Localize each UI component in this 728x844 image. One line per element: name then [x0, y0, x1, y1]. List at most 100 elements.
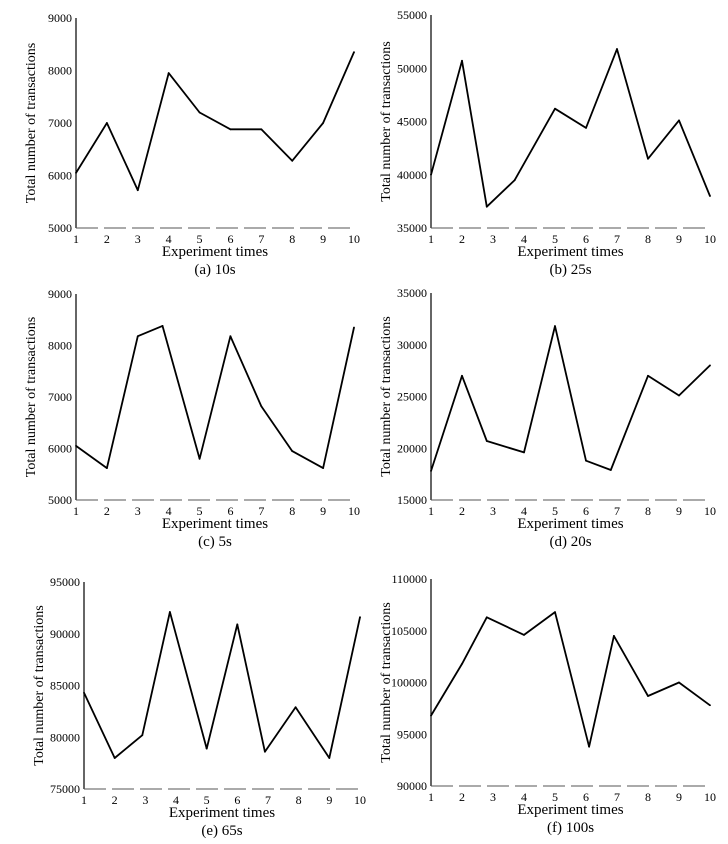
x-tick-label: 2	[459, 504, 465, 518]
y-tick-label: 15000	[397, 493, 427, 507]
data-point	[647, 157, 649, 160]
x-tick-label: 4	[166, 232, 172, 246]
x-tick-label: 8	[289, 504, 295, 518]
x-tick-label: 7	[614, 790, 620, 804]
y-tick-label: 9000	[48, 11, 72, 25]
data-point	[609, 469, 612, 471]
x-tick-label: 2	[112, 793, 118, 807]
x-tick-label: 1	[81, 793, 87, 807]
x-tick-label: 2	[459, 232, 465, 246]
data-point	[205, 747, 208, 750]
data-point	[485, 616, 488, 619]
x-tick-label: 7	[258, 232, 264, 246]
x-tick-label: 6	[583, 504, 589, 518]
data-point	[585, 126, 587, 129]
x-tick-label: 1	[428, 232, 434, 246]
x-tick-label: 7	[258, 504, 264, 518]
x-tick-label: 9	[320, 504, 326, 518]
data-point	[322, 467, 325, 469]
x-tick-label: 6	[234, 793, 240, 807]
x-tick-label: 5	[552, 504, 558, 518]
x-tick-label: 8	[645, 790, 651, 804]
data-point	[523, 451, 525, 454]
x-axis-label: Experiment times	[517, 244, 623, 260]
series-line	[430, 48, 711, 208]
data-point	[260, 405, 263, 408]
data-point	[585, 459, 587, 462]
data-point	[198, 457, 201, 460]
y-tick-label: 55000	[397, 8, 427, 22]
x-tick-label: 1	[73, 232, 79, 246]
y-tick-label: 85000	[50, 679, 80, 693]
x-tick-label: 7	[614, 232, 620, 246]
data-point	[485, 205, 488, 208]
x-tick-label: 8	[645, 232, 651, 246]
x-tick-label: 9	[676, 790, 682, 804]
panel-caption: (e) 65s	[201, 823, 242, 839]
data-point	[236, 623, 239, 626]
panel-caption: (d) 20s	[549, 534, 591, 550]
series-line	[430, 325, 711, 472]
x-tick-label: 3	[135, 504, 141, 518]
data-point	[647, 695, 649, 697]
y-tick-label: 5000	[48, 221, 72, 235]
x-tick-label: 8	[289, 232, 295, 246]
x-tick-label: 3	[135, 232, 141, 246]
y-tick-label: 5000	[48, 493, 72, 507]
chart-panel-4: 15000 20000 25000 30000 35000 1 2 3 4 5 6 7 8 9 10 Expe…	[379, 286, 716, 550]
data-point	[291, 450, 294, 452]
y-axis-label: Total number of transactions	[24, 43, 39, 203]
y-tick-label: 105000	[391, 624, 427, 638]
panel-caption: (a) 10s	[194, 262, 235, 278]
data-point	[513, 179, 516, 181]
y-tick-label: 75000	[50, 782, 80, 796]
x-tick-label: 8	[296, 793, 302, 807]
x-tick-label: 4	[521, 790, 527, 804]
chart-panel-6: 90000 95000 100000 105000 110000 1 2 3 4 5 6 7 8 9 10 E…	[379, 572, 716, 836]
data-point	[359, 616, 361, 619]
data-point	[113, 757, 116, 759]
x-tick-label: 4	[521, 232, 527, 246]
y-tick-label: 80000	[50, 730, 80, 744]
series-line	[75, 324, 355, 470]
data-point	[709, 704, 711, 707]
data-point	[554, 107, 556, 110]
x-tick-label: 9	[676, 504, 682, 518]
data-point	[430, 714, 432, 717]
data-point	[461, 374, 463, 377]
x-tick-label: 2	[104, 232, 110, 246]
x-axis-label: Experiment times	[517, 516, 623, 532]
x-axis-label: Experiment times	[162, 516, 268, 532]
x-tick-label: 9	[320, 232, 326, 246]
data-point	[647, 374, 649, 377]
y-tick-label: 90000	[50, 627, 80, 641]
x-tick-label: 3	[490, 232, 496, 246]
x-tick-label: 5	[552, 790, 558, 804]
y-tick-label: 25000	[397, 390, 427, 404]
data-point	[291, 159, 294, 162]
x-tick-label: 3	[490, 504, 496, 518]
chart-panel-5: 75000 80000 85000 90000 95000 1 2 3 4 5 6 7 8 9 10 Expe…	[32, 575, 366, 839]
y-axis-label: Total number of transactions	[379, 316, 394, 476]
x-tick-label: 9	[326, 793, 332, 807]
x-tick-label: 1	[428, 790, 434, 804]
x-tick-label: 3	[142, 793, 148, 807]
data-point	[75, 445, 77, 447]
y-tick-label: 8000	[48, 339, 72, 353]
data-point	[198, 111, 201, 114]
y-axis-label: Total number of transactions	[24, 317, 39, 477]
x-tick-label: 2	[104, 504, 110, 518]
x-tick-label: 6	[227, 232, 233, 246]
x-tick-label: 10	[348, 504, 360, 518]
data-point	[264, 750, 266, 753]
panel-caption: (c) 5s	[198, 534, 232, 550]
y-axis-label: Total number of transactions	[32, 605, 47, 765]
data-point	[523, 633, 525, 636]
y-axis-label: Total number of transactions	[379, 602, 394, 762]
x-axis-label: Experiment times	[517, 802, 623, 818]
data-point	[260, 128, 263, 131]
data-point	[322, 122, 325, 124]
data-point	[136, 189, 139, 192]
data-point	[554, 325, 556, 328]
data-point	[485, 440, 488, 442]
